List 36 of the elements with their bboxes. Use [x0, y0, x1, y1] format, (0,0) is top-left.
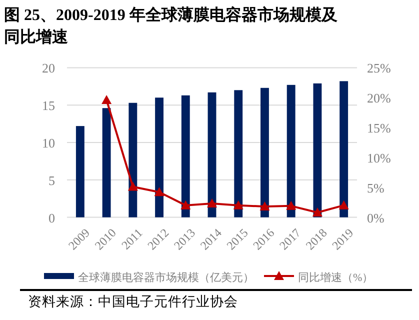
- point: [286, 200, 296, 210]
- y-tick-label: 15: [42, 98, 55, 114]
- point: [260, 202, 270, 211]
- bar: [128, 102, 138, 218]
- y2-tick-label: 5%: [367, 180, 384, 196]
- point: [207, 198, 217, 208]
- y2-tick-label: 15%: [367, 120, 391, 136]
- y-tick-label: 20: [42, 60, 55, 76]
- bar: [102, 108, 111, 218]
- text: 资料来源：中国电子元件行业协会: [28, 294, 238, 309]
- bar: [155, 98, 164, 218]
- y2-tick-label: 20%: [367, 90, 391, 106]
- bar: [76, 126, 84, 218]
- point: [154, 187, 164, 196]
- y-tick-label: 0: [48, 210, 55, 226]
- bar: [181, 95, 190, 218]
- y2-tick-label: 25%: [367, 60, 391, 76]
- bar: [340, 81, 348, 218]
- y-tick-label: 5: [48, 172, 55, 188]
- point: [102, 95, 112, 104]
- bar: [234, 90, 243, 218]
- legend-label: 全球薄膜电容器市场规模（亿美元）: [78, 271, 254, 284]
- bar: [313, 83, 322, 218]
- legend-label: 同比增速（%）: [298, 271, 374, 284]
- bar: [260, 88, 269, 218]
- point: [312, 208, 322, 217]
- point: [338, 200, 349, 210]
- bar: [208, 92, 216, 218]
- point: [180, 200, 191, 210]
- bar: [286, 84, 296, 218]
- chart-title: 图 25、2009-2019 年全球薄膜电容器市场规模及同比增速: [4, 5, 338, 46]
- point: [233, 200, 244, 210]
- y-tick-label: 10: [42, 136, 55, 150]
- y2-tick-label: 10%: [367, 150, 391, 166]
- y2-tick-label: 0%: [367, 210, 384, 226]
- point: [128, 182, 138, 191]
